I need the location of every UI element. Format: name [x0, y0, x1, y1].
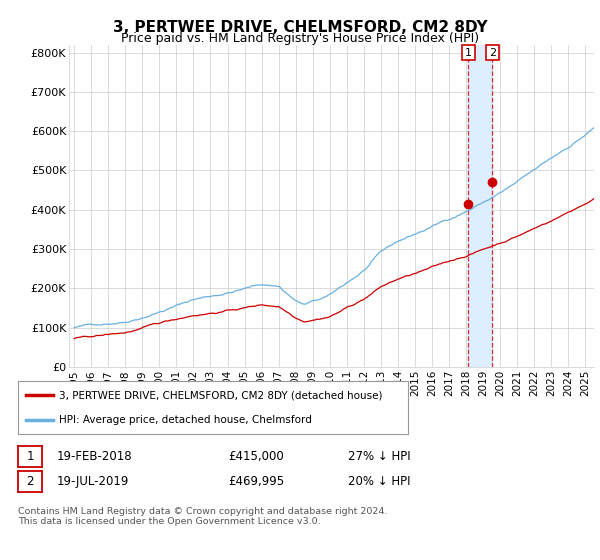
- Text: £469,995: £469,995: [228, 475, 284, 488]
- Text: 20% ↓ HPI: 20% ↓ HPI: [348, 475, 410, 488]
- Text: 2: 2: [26, 475, 34, 488]
- Text: Price paid vs. HM Land Registry's House Price Index (HPI): Price paid vs. HM Land Registry's House …: [121, 32, 479, 45]
- Text: 1: 1: [465, 48, 472, 58]
- Text: 19-FEB-2018: 19-FEB-2018: [57, 450, 133, 463]
- Text: 3, PERTWEE DRIVE, CHELMSFORD, CM2 8DY: 3, PERTWEE DRIVE, CHELMSFORD, CM2 8DY: [113, 20, 487, 35]
- Text: 3, PERTWEE DRIVE, CHELMSFORD, CM2 8DY (detached house): 3, PERTWEE DRIVE, CHELMSFORD, CM2 8DY (d…: [59, 390, 382, 400]
- Text: 27% ↓ HPI: 27% ↓ HPI: [348, 450, 410, 463]
- Text: 1: 1: [26, 450, 34, 463]
- Text: 2: 2: [489, 48, 496, 58]
- Bar: [468, 45, 493, 367]
- Text: 19-JUL-2019: 19-JUL-2019: [57, 475, 130, 488]
- Text: Contains HM Land Registry data © Crown copyright and database right 2024.
This d: Contains HM Land Registry data © Crown c…: [18, 507, 388, 526]
- Text: £415,000: £415,000: [228, 450, 284, 463]
- Text: HPI: Average price, detached house, Chelmsford: HPI: Average price, detached house, Chel…: [59, 414, 312, 424]
